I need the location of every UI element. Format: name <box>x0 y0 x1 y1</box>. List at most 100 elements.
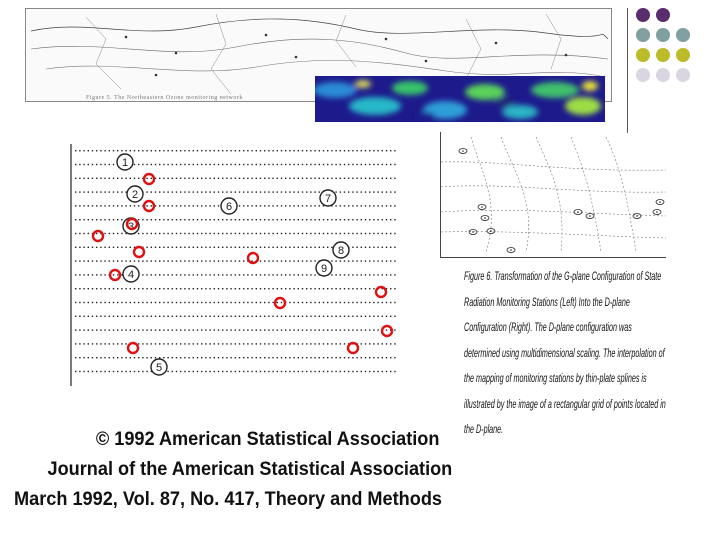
grid-dot <box>91 219 94 221</box>
grid-dot <box>373 246 375 248</box>
grid-dot <box>360 329 362 331</box>
grid-dot <box>276 205 278 207</box>
grid-dot <box>222 274 224 276</box>
grid-dot <box>377 150 379 152</box>
grid-dot <box>96 232 98 235</box>
grid-dot <box>205 288 207 290</box>
grid-dot <box>226 191 228 193</box>
grid-dot <box>180 288 182 290</box>
grid-dot <box>390 150 392 152</box>
grid-dot <box>339 357 341 359</box>
grid-dot <box>138 315 140 317</box>
grid-dot <box>117 329 119 331</box>
grid-dot <box>301 163 304 166</box>
grid-dot <box>133 205 136 207</box>
grid-dot <box>87 370 89 373</box>
grid-dot <box>251 357 253 359</box>
grid-dot <box>167 150 169 152</box>
grid-dot <box>125 205 127 207</box>
grid-dot <box>159 288 161 290</box>
grid-dot <box>209 177 211 179</box>
grid-dot <box>322 370 325 373</box>
grid-dot <box>255 343 257 345</box>
grid-dot <box>335 219 337 221</box>
grid-dot <box>209 191 211 193</box>
grid-dot <box>272 260 274 262</box>
grid-dot <box>377 260 379 262</box>
grid-dot <box>117 219 119 221</box>
grid-dot <box>83 150 85 152</box>
grid-dot <box>121 260 123 262</box>
grid-dot <box>339 288 341 290</box>
grid-dot <box>167 205 169 207</box>
grid-dot <box>381 260 383 262</box>
grid-dot <box>129 288 131 290</box>
grid-dot <box>209 343 211 345</box>
grid-dot <box>205 315 207 317</box>
grid-dot <box>360 177 362 179</box>
grid-dot <box>108 357 110 359</box>
grid-dot <box>217 246 220 248</box>
grid-dot <box>251 329 253 331</box>
grid-dot <box>360 232 362 235</box>
grid-dot <box>150 191 152 193</box>
grid-dot <box>369 191 371 193</box>
grid-dot <box>394 163 396 166</box>
grid-dot <box>192 343 194 345</box>
grid-dot <box>356 370 358 373</box>
grid-dot <box>226 288 228 290</box>
grid-dot <box>138 177 140 179</box>
grid-dot <box>79 301 81 304</box>
grid-dot <box>352 301 354 304</box>
grid-dot <box>297 301 299 304</box>
grid-dot <box>318 219 320 221</box>
grid-dot <box>364 232 367 235</box>
grid-dot <box>171 232 173 235</box>
grid-dot <box>125 246 127 248</box>
grid-dot <box>352 260 354 262</box>
grid-dot <box>79 274 81 276</box>
grid-dot <box>125 370 127 373</box>
grid-dot <box>251 163 253 166</box>
grid-dot <box>348 232 350 235</box>
grid-dot <box>318 163 320 166</box>
grid-dot <box>377 343 379 345</box>
grid-dot <box>167 177 169 179</box>
grid-dot <box>75 288 77 290</box>
grid-dot <box>205 177 207 179</box>
grid-dot <box>209 219 211 221</box>
grid-dot <box>112 274 115 276</box>
grid-dot <box>360 301 362 304</box>
grid-dot <box>310 150 312 152</box>
grid-dot <box>129 150 131 152</box>
grid-dot <box>79 150 81 152</box>
grid-dot <box>146 177 148 179</box>
grid-dot <box>381 343 383 345</box>
grid-dot <box>394 219 396 221</box>
grid-dot <box>217 163 220 166</box>
grid-dot <box>146 246 148 248</box>
grid-dot <box>343 357 346 359</box>
grid-dot <box>369 274 371 276</box>
grid-dot <box>100 329 102 331</box>
grid-dot <box>364 150 367 152</box>
grid-dot <box>314 274 316 276</box>
grid-dot <box>125 315 127 317</box>
grid-dot <box>331 315 333 317</box>
grid-dot <box>163 150 165 152</box>
grid-dot <box>343 315 346 317</box>
grid-dot <box>293 357 295 359</box>
grid-dot <box>234 329 236 331</box>
grid-dot <box>327 150 329 152</box>
grid-dot <box>192 357 194 359</box>
grid-dot <box>150 357 152 359</box>
grid-dot <box>96 315 98 317</box>
grid-dot <box>87 205 89 207</box>
grid-dot <box>268 177 270 179</box>
grid-dot <box>213 315 215 317</box>
grid-dot <box>138 301 140 304</box>
grid-dot <box>87 288 89 290</box>
grid-dot <box>79 191 81 193</box>
grid-dot <box>314 357 316 359</box>
